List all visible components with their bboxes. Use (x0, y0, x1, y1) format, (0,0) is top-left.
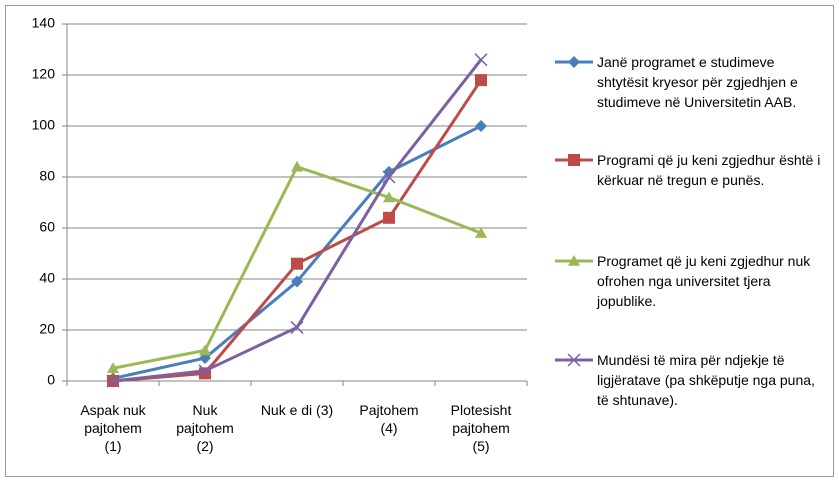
marker (198, 364, 212, 378)
marker (107, 362, 119, 374)
marker (382, 170, 396, 184)
marker (475, 74, 487, 87)
marker (474, 53, 488, 67)
x-tick-label: Nuk e di (3) (260, 402, 334, 418)
marker (383, 211, 395, 224)
marker (567, 353, 581, 367)
y-tick-label: 140 (32, 15, 56, 31)
marker (568, 255, 580, 266)
marker (568, 154, 580, 166)
series-line (112, 58, 483, 383)
y-tick-label: 80 (39, 168, 55, 184)
y-tick-label: 120 (32, 66, 56, 82)
y-tick-label: 100 (32, 117, 56, 133)
y-tick-label: 20 (39, 321, 55, 337)
legend-label: Janë programet e studimeve shtytësit kry… (597, 54, 798, 110)
marker (199, 344, 211, 356)
legend-label: Programet që ju keni zgjedhur nuk ofrohe… (597, 253, 811, 309)
marker (475, 120, 487, 132)
y-tick-label: 40 (39, 270, 55, 286)
legend-label: Programi që ju keni zgjedhur është i kër… (597, 152, 821, 188)
marker (291, 257, 303, 270)
marker (291, 275, 303, 288)
x-tick-label: Aspak nuk pajtohem (1) (80, 402, 146, 454)
marker (383, 191, 395, 203)
x-tick-label: Nuk pajtohem (2) (176, 402, 234, 454)
series-line (112, 79, 483, 383)
x-tick-label: Plotesisht pajtohem (5) (450, 402, 512, 454)
marker (291, 160, 303, 172)
marker (290, 320, 304, 334)
chart-border (5, 5, 834, 477)
marker (568, 56, 580, 68)
x-tick-label: Pajtohem (4) (359, 402, 419, 436)
y-tick-label: 0 (47, 372, 55, 388)
marker (106, 374, 120, 388)
marker (475, 227, 487, 238)
legend-label: Mundësi të mira për ndjekje të ligjërata… (597, 352, 815, 408)
y-tick-label: 60 (39, 219, 55, 235)
